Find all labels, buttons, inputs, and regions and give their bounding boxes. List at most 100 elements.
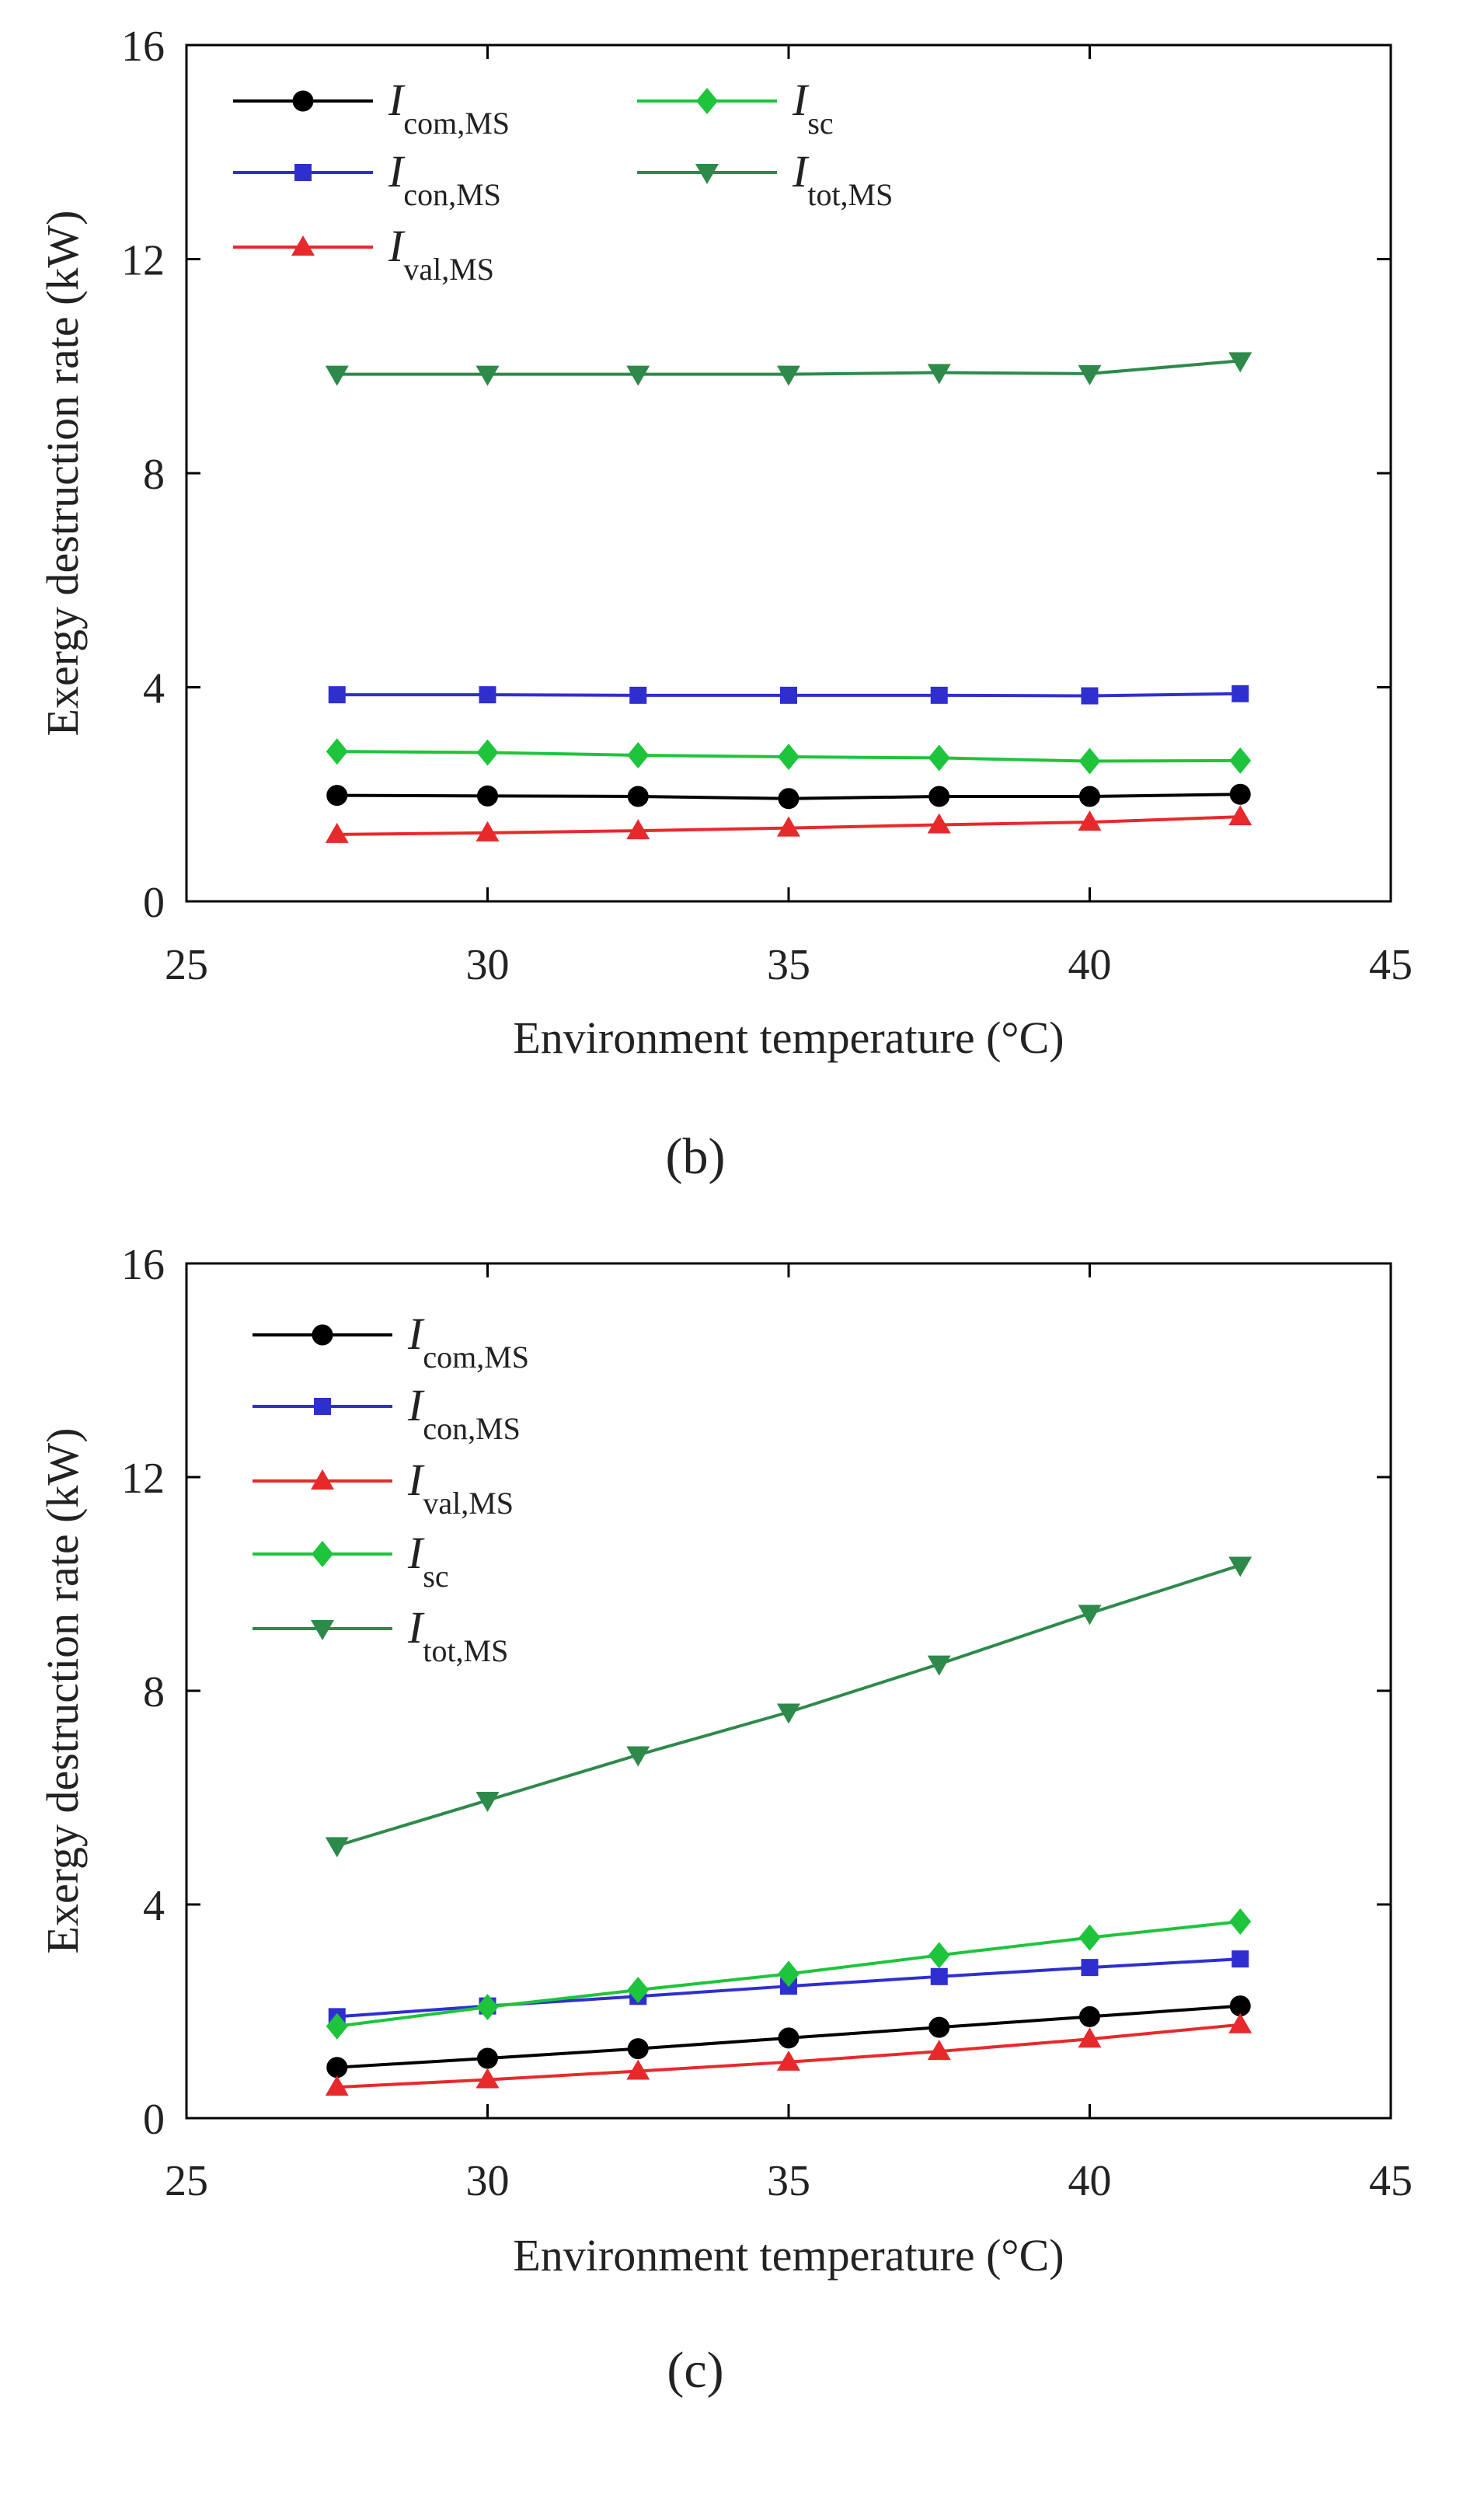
data-point-com — [627, 2038, 649, 2060]
data-point-sc — [1229, 1908, 1252, 1935]
x-tick-label: 30 — [466, 941, 510, 989]
data-point-con — [930, 1967, 948, 1985]
y-tick-label: 0 — [143, 2096, 165, 2144]
legend-marker-con — [294, 164, 312, 181]
y-tick-label: 8 — [143, 1668, 165, 1716]
legend-symbol: I — [407, 1380, 425, 1430]
data-point-con — [1231, 1950, 1249, 1968]
data-point-sc — [627, 1977, 650, 2003]
data-point-tot — [1228, 352, 1252, 373]
y-tick-label: 16 — [121, 1241, 165, 1289]
chart-panel-1: 25 30 35 40 45 0 4 8 12 16 Environment temperature… — [37, 1241, 1413, 2399]
x-axis-label: Environment temperature (°C) — [513, 1012, 1064, 1063]
data-point-val — [1078, 810, 1102, 831]
data-point-sc — [326, 2012, 348, 2040]
legend-item-con: Icon,MS — [233, 146, 501, 212]
data-point-sc — [476, 739, 499, 766]
data-point-val — [1228, 2012, 1252, 2033]
legend-subscript: con,MS — [423, 1411, 521, 1446]
data-point-con — [328, 686, 346, 704]
data-point-com — [928, 2016, 950, 2038]
legend-marker-val — [311, 1469, 334, 1490]
data-point-val — [1228, 805, 1252, 826]
legend-symbol: I — [388, 221, 406, 271]
data-point-com — [326, 2057, 348, 2079]
x-tick-label: 35 — [767, 2157, 810, 2205]
series-con — [328, 685, 1249, 705]
data-point-val — [626, 819, 650, 840]
data-point-tot — [777, 1703, 800, 1724]
y-tick-label: 0 — [143, 879, 165, 927]
x-axis-label: Environment temperature (°C) — [513, 2230, 1064, 2281]
data-point-con — [780, 686, 797, 704]
data-point-sc — [928, 744, 950, 772]
data-point-val — [777, 816, 800, 837]
data-point-val — [927, 2040, 951, 2061]
legend-label-sc: Isc — [792, 75, 834, 141]
legend-symbol: I — [407, 1308, 425, 1359]
data-point-sc — [778, 1960, 799, 1988]
legend-label-com: Icom,MS — [388, 75, 510, 141]
data-point-sc — [627, 741, 650, 768]
data-point-val — [1078, 2027, 1102, 2048]
data-point-com — [627, 786, 649, 807]
legend-marker-com — [292, 90, 314, 112]
data-point-tot — [476, 365, 500, 386]
legend-symbol: I — [792, 75, 810, 125]
data-point-sc — [1078, 1924, 1101, 1951]
x-tick-label: 35 — [767, 941, 810, 989]
y-tick-label: 8 — [143, 451, 165, 499]
y-tick-label: 4 — [143, 1882, 165, 1930]
data-point-con — [1081, 687, 1099, 705]
data-point-tot — [1078, 1605, 1102, 1626]
legend-item-tot: Itot,MS — [637, 146, 893, 212]
legend-subscript: val,MS — [423, 1486, 514, 1521]
panel-label: (b) — [666, 1128, 726, 1185]
legend-symbol: I — [388, 75, 406, 125]
legend-subscript: tot,MS — [807, 177, 893, 212]
legend-subscript: com,MS — [423, 1340, 529, 1375]
legend-item-sc: Isc — [637, 75, 834, 141]
legend-marker-tot — [311, 1620, 334, 1640]
data-point-com — [477, 785, 498, 807]
x-tick-label: 45 — [1369, 941, 1413, 989]
legend-item-val: Ival,MS — [253, 1455, 514, 1521]
data-point-val — [325, 2075, 349, 2096]
y-axis-label: Exergy destruction rate (kW) — [37, 1428, 88, 1954]
data-point-tot — [1228, 1556, 1252, 1577]
x-tick-label: 25 — [165, 941, 208, 989]
data-point-tot — [1078, 364, 1102, 385]
data-point-tot — [927, 364, 951, 385]
panel-label: (c) — [667, 2342, 723, 2399]
data-point-val — [476, 2068, 500, 2089]
series-val — [325, 805, 1252, 843]
legend-symbol: I — [407, 1455, 425, 1505]
data-point-sc — [928, 1942, 950, 1969]
data-point-val — [476, 821, 500, 842]
data-point-com — [928, 786, 950, 807]
series-tot — [325, 1556, 1252, 1858]
data-point-sc — [476, 1994, 499, 2020]
legend-item-con: Icon,MS — [253, 1380, 521, 1446]
x-tick-label: 25 — [165, 2157, 208, 2205]
legend-marker-com — [312, 1324, 333, 1346]
data-point-val — [927, 813, 951, 834]
data-point-tot — [626, 1746, 650, 1767]
y-tick-label: 4 — [143, 665, 165, 713]
data-point-val — [325, 822, 349, 843]
legend-symbol: I — [792, 146, 810, 197]
legend-item-com: Icom,MS — [233, 75, 510, 141]
legend-marker-sc — [312, 1541, 333, 1567]
data-point-tot — [325, 365, 349, 386]
data-point-tot — [325, 1837, 349, 1858]
data-point-com — [1079, 786, 1100, 807]
legend-symbol: I — [388, 146, 406, 197]
data-point-com — [326, 785, 348, 807]
data-point-con — [930, 686, 948, 704]
data-point-com — [1079, 2005, 1100, 2027]
legend-symbol: I — [407, 1528, 425, 1578]
data-point-com — [1229, 783, 1251, 805]
